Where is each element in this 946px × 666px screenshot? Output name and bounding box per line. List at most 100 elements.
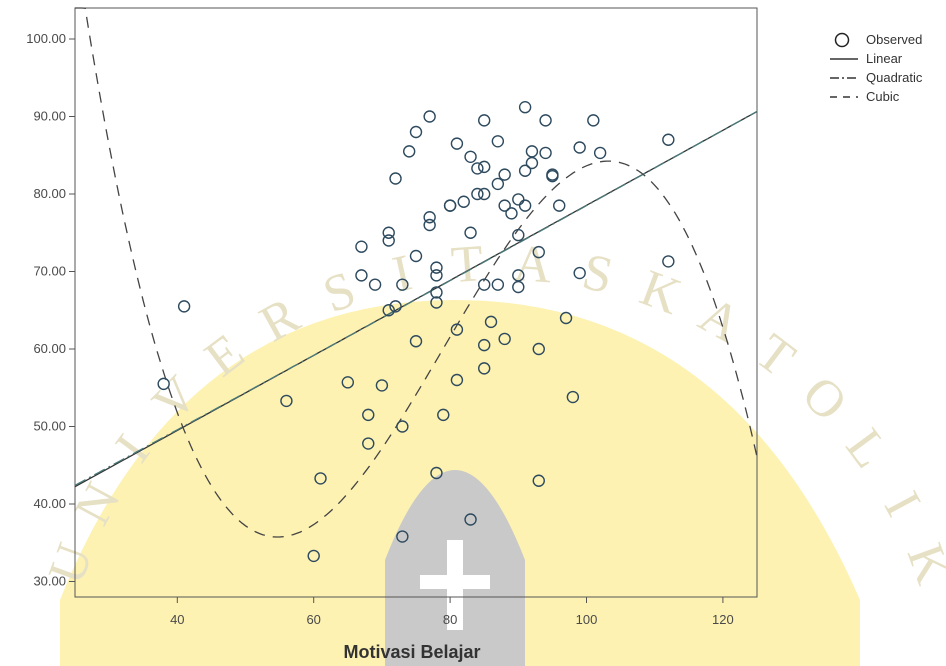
observed-point bbox=[491, 135, 505, 148]
plot-area bbox=[74, 7, 758, 598]
y-tick-label: 40.00 bbox=[33, 496, 66, 511]
observed-point bbox=[362, 408, 375, 422]
observed-point bbox=[491, 278, 505, 291]
observed-point bbox=[450, 323, 464, 336]
observed-point bbox=[437, 408, 450, 422]
observed-points bbox=[157, 100, 675, 563]
y-tick-label: 90.00 bbox=[33, 109, 66, 124]
observed-point bbox=[362, 437, 375, 450]
observed-point bbox=[505, 207, 518, 220]
watermark-letter: A bbox=[512, 235, 554, 295]
tick-labels: 30.00 40.00 50.00 60.00 70.00 80.00 90.00 100.0… bbox=[26, 31, 734, 627]
watermark-letter: K bbox=[896, 536, 946, 591]
observed-point bbox=[396, 530, 409, 543]
observed-point bbox=[518, 164, 532, 177]
watermark-cross-horizontal bbox=[420, 575, 490, 589]
fit-curve-cubic bbox=[75, 7, 758, 538]
y-tick-label: 50.00 bbox=[33, 419, 66, 434]
y-tick-label: 30.00 bbox=[33, 574, 66, 589]
observed-point bbox=[396, 420, 409, 433]
observed-point bbox=[341, 376, 354, 389]
x-tick-label: 80 bbox=[443, 612, 457, 627]
observed-point bbox=[539, 146, 552, 160]
legend-marker-observed bbox=[834, 32, 850, 48]
observed-point bbox=[484, 315, 498, 329]
observed-point bbox=[471, 162, 484, 175]
observed-point bbox=[512, 193, 525, 206]
watermark-letter: S bbox=[577, 243, 617, 305]
observed-point bbox=[430, 261, 443, 274]
observed-point bbox=[368, 278, 382, 291]
observed-point bbox=[662, 255, 675, 268]
observed-point bbox=[573, 141, 586, 154]
watermark-letter: T bbox=[745, 323, 805, 388]
observed-point bbox=[478, 278, 491, 291]
observed-point bbox=[471, 187, 484, 201]
observed-point bbox=[491, 177, 505, 191]
observed-point bbox=[553, 199, 566, 212]
y-tick-label: 60.00 bbox=[33, 341, 66, 356]
observed-point bbox=[409, 335, 423, 348]
observed-point bbox=[450, 137, 464, 150]
observed-point bbox=[464, 226, 477, 239]
observed-point bbox=[423, 110, 436, 123]
observed-point bbox=[478, 362, 491, 375]
observed-point bbox=[409, 249, 423, 263]
observed-point bbox=[430, 466, 443, 480]
observed-point bbox=[396, 278, 409, 291]
observed-point bbox=[478, 160, 491, 174]
observed-point bbox=[498, 199, 511, 212]
observed-point bbox=[573, 266, 586, 280]
observed-point bbox=[423, 211, 436, 224]
observed-point bbox=[314, 472, 327, 485]
observed-point bbox=[539, 114, 552, 127]
watermark-letter: I bbox=[388, 244, 417, 303]
observed-point bbox=[382, 304, 395, 317]
observed-point bbox=[512, 228, 525, 242]
observed-point bbox=[546, 169, 559, 183]
observed-point bbox=[430, 286, 443, 299]
legend-label-quadratic: Quadratic bbox=[866, 70, 923, 85]
observed-point bbox=[518, 199, 532, 212]
observed-point bbox=[593, 146, 607, 160]
observed-point bbox=[566, 390, 580, 404]
legend: Observed Linear Quadratic Cubic bbox=[830, 32, 923, 104]
y-tick-label: 70.00 bbox=[33, 264, 66, 279]
observed-point bbox=[662, 133, 675, 146]
observed-point bbox=[525, 156, 539, 170]
legend-label-cubic: Cubic bbox=[866, 89, 900, 104]
observed-point bbox=[355, 269, 368, 282]
x-axis-title: Motivasi Belajar bbox=[343, 642, 480, 662]
x-tick-label: 60 bbox=[306, 612, 320, 627]
x-tick-label: 40 bbox=[170, 612, 184, 627]
observed-point bbox=[478, 187, 491, 201]
observed-point bbox=[389, 300, 402, 313]
observed-point bbox=[587, 114, 600, 127]
legend-label-observed: Observed bbox=[866, 32, 922, 47]
fit-curves bbox=[74, 7, 758, 538]
observed-point bbox=[464, 150, 477, 164]
observed-point bbox=[525, 145, 539, 158]
y-tick-label: 80.00 bbox=[33, 186, 66, 201]
observed-point bbox=[498, 168, 511, 181]
observed-point bbox=[375, 379, 389, 392]
watermark-letter: I bbox=[873, 483, 931, 525]
observed-point bbox=[478, 114, 491, 127]
observed-point bbox=[177, 300, 191, 313]
observed-point bbox=[457, 195, 470, 208]
watermark-letter: S bbox=[316, 261, 363, 325]
y-tick-label: 100.00 bbox=[26, 31, 66, 46]
observed-point bbox=[512, 280, 525, 294]
observed-point bbox=[532, 245, 545, 259]
observed-point bbox=[450, 373, 464, 387]
observed-point bbox=[382, 234, 395, 247]
observed-point bbox=[409, 125, 423, 139]
observed-point bbox=[532, 342, 545, 356]
legend-label-linear: Linear bbox=[866, 51, 903, 66]
observed-point bbox=[430, 269, 443, 282]
observed-point bbox=[389, 172, 402, 185]
observed-point bbox=[443, 199, 457, 212]
observed-point bbox=[402, 145, 416, 158]
